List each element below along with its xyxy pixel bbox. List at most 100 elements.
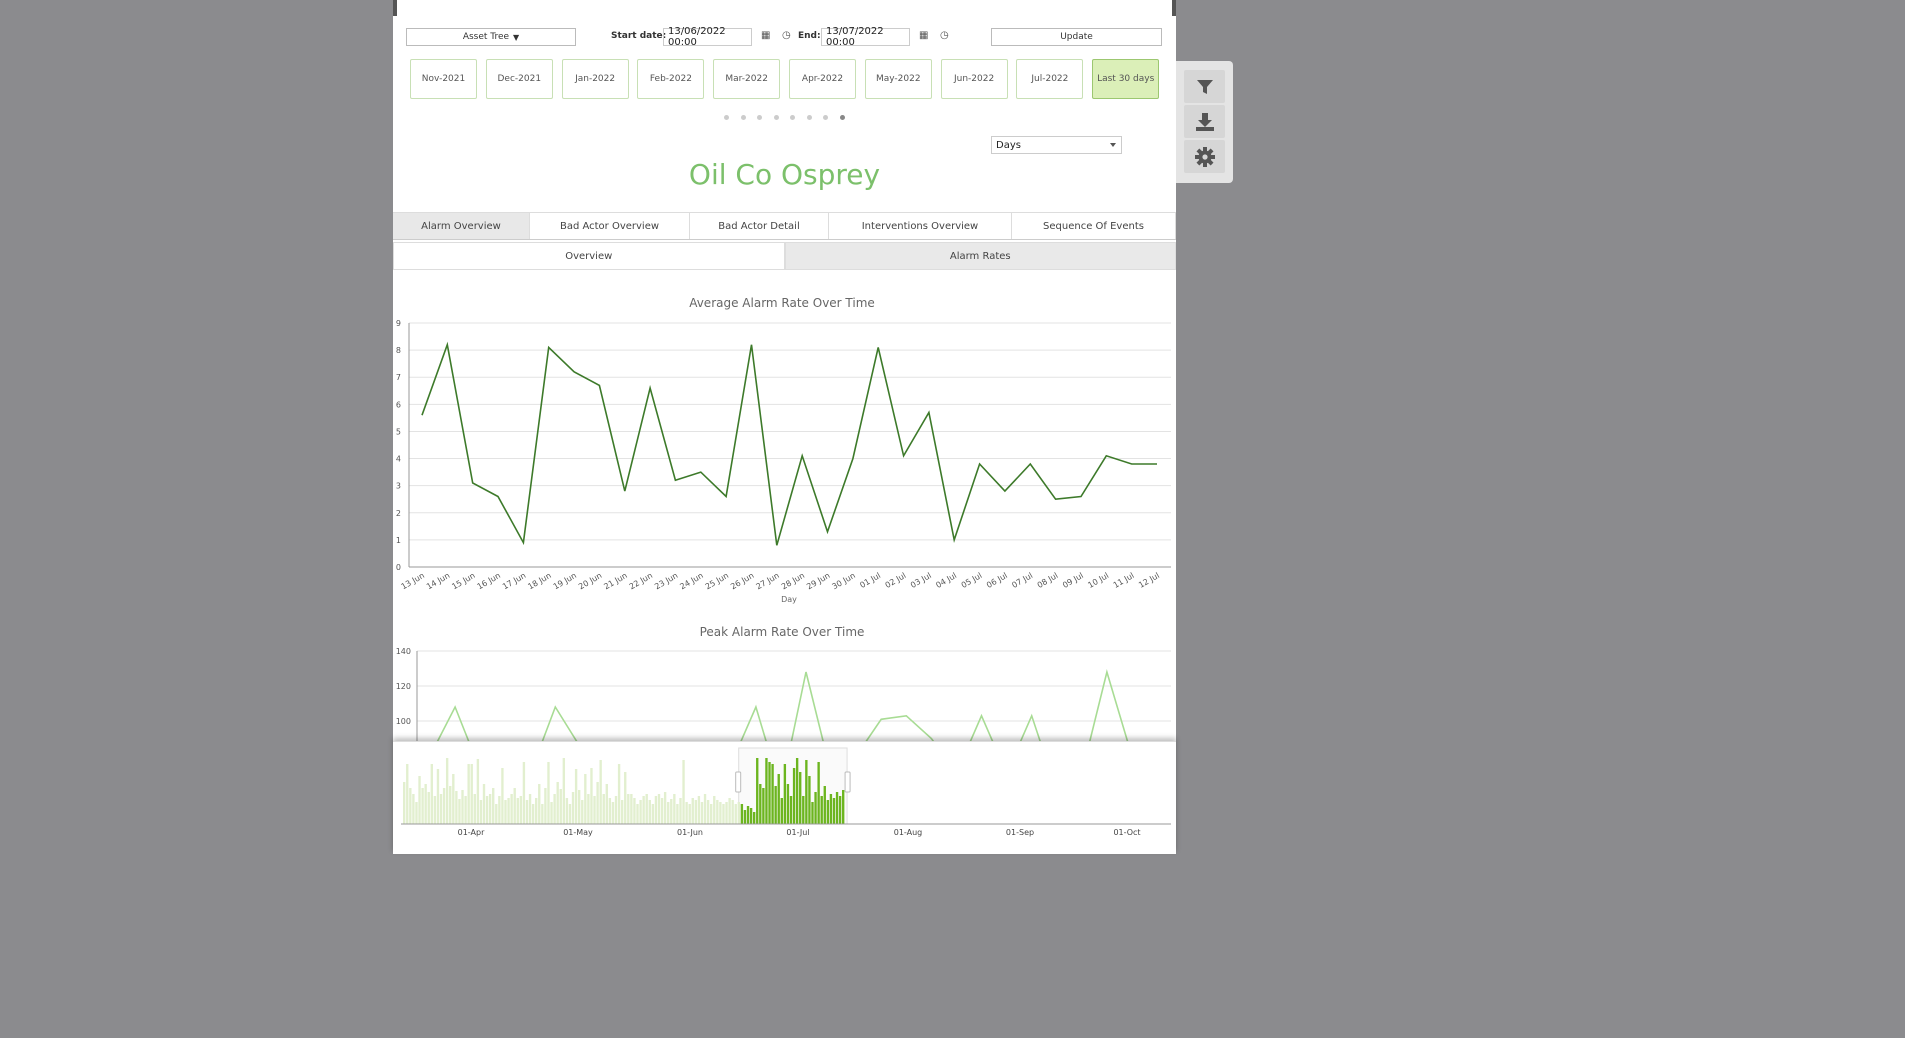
chart-title: Average Alarm Rate Over Time <box>689 296 875 310</box>
navigator-bar <box>556 782 559 824</box>
subtab-alarm-rates[interactable]: Alarm Rates <box>784 242 1176 270</box>
tab-sequence-of-events[interactable]: Sequence Of Events <box>1012 213 1176 239</box>
navigator-tick-label: 01-Apr <box>458 828 485 837</box>
x-axis-label: Day <box>781 595 797 604</box>
peak-alarm-rate-chart: Peak Alarm Rate Over Time 100 120 140 <box>396 625 1171 854</box>
month-button[interactable]: Jan-2022 <box>561 59 629 99</box>
navigator-tick-label: 01-Jun <box>677 828 703 837</box>
navigator-bar <box>777 774 780 824</box>
navigator-bar <box>620 800 624 824</box>
settings-button[interactable] <box>1184 140 1225 173</box>
navigator-bar <box>645 794 648 824</box>
navigator-handle-left[interactable] <box>735 771 742 793</box>
navigator-bar <box>805 760 808 824</box>
tab-alarm-overview[interactable]: Alarm Overview <box>393 213 530 239</box>
month-button[interactable]: Jun-2022 <box>940 59 1008 99</box>
navigator-bar <box>670 799 673 824</box>
month-button[interactable]: Dec-2021 <box>485 59 553 99</box>
navigator-bar <box>722 804 725 824</box>
y-tick-label: 3 <box>396 482 401 491</box>
navigator-bar <box>574 769 578 824</box>
navigator-bar <box>789 796 793 824</box>
navigator-bar <box>725 802 728 824</box>
y-tick-label: 2 <box>396 509 401 518</box>
x-tick-label: 12 Jul <box>1137 571 1161 590</box>
y-tick-label: 1 <box>396 536 401 545</box>
navigator-bar <box>786 784 790 824</box>
tab-bad-actor-detail[interactable]: Bad Actor Detail <box>690 213 829 239</box>
navigator-bar <box>792 768 796 824</box>
navigator-bar <box>485 796 489 824</box>
asset-tree-dropdown[interactable]: Asset Tree ▼ <box>406 28 576 46</box>
x-tick-label: 15 Jun <box>450 571 476 591</box>
calendar-icon[interactable]: ▦ <box>761 30 771 41</box>
calendar-icon[interactable]: ▦ <box>919 30 929 41</box>
navigator-bar <box>802 796 805 824</box>
navigator-bar <box>630 794 633 824</box>
pager-dot[interactable] <box>839 115 845 120</box>
navigator-bar <box>461 790 464 824</box>
pager-dot[interactable] <box>773 115 779 120</box>
navigator-bar <box>439 794 443 824</box>
navigator-bar <box>436 769 440 824</box>
navigator-bar <box>829 794 833 824</box>
x-tick-label: 08 Jul <box>1036 571 1060 590</box>
month-button[interactable]: Apr-2022 <box>789 59 856 99</box>
tab-interventions-overview[interactable]: Interventions Overview <box>829 213 1012 239</box>
range-navigator[interactable]: 01-Apr 01-May 01-Jun 01-Jul 01-Aug 01-Sep 01-O… <box>393 741 1176 854</box>
navigator-bar <box>808 776 811 824</box>
month-button[interactable]: Mar-2022 <box>713 59 781 99</box>
pager-dot[interactable] <box>790 115 795 120</box>
navigator-bar <box>513 788 516 824</box>
navigator-handle-right[interactable] <box>844 771 851 793</box>
navigator-bar <box>685 802 688 824</box>
navigator-bar <box>449 786 452 824</box>
navigator-bar <box>679 798 682 824</box>
navigator-bar <box>464 796 467 824</box>
start-date-input[interactable]: 13/06/2022 00:00 <box>663 26 752 48</box>
month-button[interactable]: Feb-2022 <box>637 59 705 99</box>
subtab-overview[interactable]: Overview <box>393 242 785 270</box>
navigator-bar <box>694 800 698 824</box>
tab-bad-actor-overview[interactable]: Bad Actor Overview <box>530 213 690 239</box>
navigator-bar <box>654 796 658 824</box>
month-button[interactable]: Jul-2022 <box>1016 59 1084 99</box>
clock-icon[interactable]: ◷ <box>940 30 949 41</box>
pager-dot[interactable] <box>740 115 746 120</box>
navigator-bar <box>762 788 765 824</box>
month-button[interactable]: Nov-2021 <box>410 59 477 99</box>
granularity-select[interactable]: Days <box>991 136 1122 154</box>
x-tick-label: 01 Jul <box>858 571 882 590</box>
asset-tree-label: Asset Tree <box>462 32 510 42</box>
pager-dot[interactable] <box>724 115 729 120</box>
navigator-bar <box>522 762 526 824</box>
navigator-bar <box>547 762 550 824</box>
report-page: Asset Tree ▼ Start date: 13/06/2022 00:0… <box>393 0 1176 854</box>
update-button[interactable]: Update <box>991 28 1162 46</box>
month-button[interactable]: Last 30 days <box>1092 59 1160 99</box>
navigator-bar <box>688 804 691 824</box>
navigator-bar <box>614 796 618 824</box>
y-tick-label: 6 <box>396 400 401 409</box>
navigator-bar <box>771 764 774 824</box>
granularity-value: Days <box>996 139 1021 151</box>
pager-dot[interactable] <box>757 115 762 120</box>
main-tabs: Alarm Overview Bad Actor Overview Bad Acto… <box>393 212 1176 240</box>
navigator-bar <box>667 802 670 824</box>
pager-dot[interactable] <box>806 115 812 120</box>
month-button[interactable]: May-2022 <box>864 59 932 99</box>
navigator-bar <box>636 804 639 824</box>
navigator-bar <box>516 798 519 824</box>
pager-dot[interactable] <box>823 115 828 120</box>
navigator-bar <box>617 764 621 824</box>
navigator-bar <box>660 798 664 824</box>
end-date-input[interactable]: 13/07/2022 00:00 <box>821 26 910 48</box>
navigator-bar <box>596 782 599 824</box>
filter-button[interactable] <box>1184 70 1225 103</box>
y-tick-label: 8 <box>396 346 401 355</box>
clock-icon[interactable]: ◷ <box>782 30 791 41</box>
series-line <box>421 341 1157 546</box>
navigator-bar <box>445 758 449 824</box>
navigator-bar <box>642 796 645 824</box>
download-button[interactable] <box>1184 105 1225 138</box>
